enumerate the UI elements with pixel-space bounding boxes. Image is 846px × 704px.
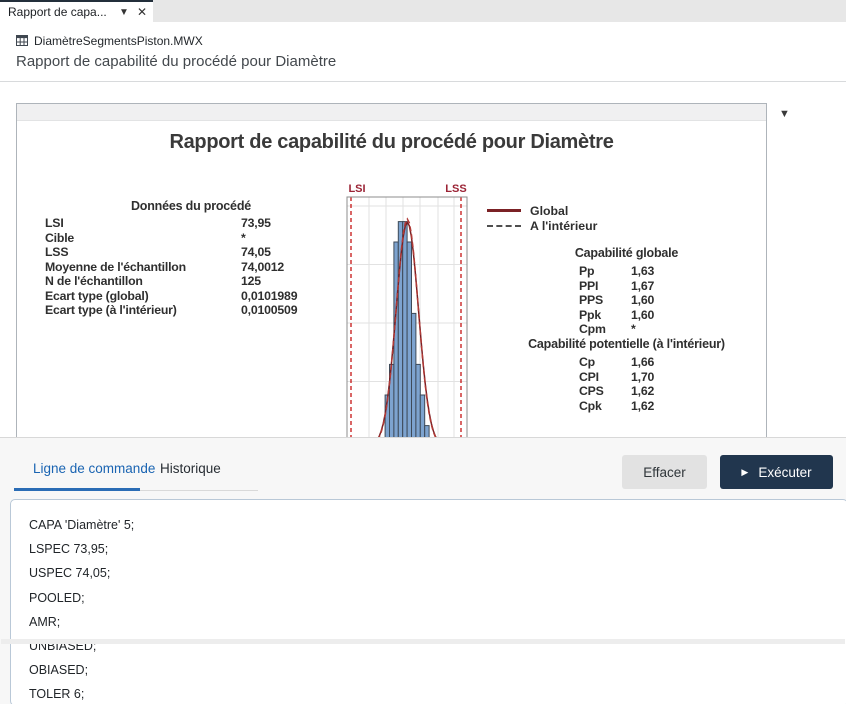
- command-line: OBIASED;: [29, 663, 89, 678]
- dashed-line-swatch: [487, 224, 521, 227]
- report-card-header-strip: [17, 104, 766, 121]
- stat-row: PPS 1,60: [579, 293, 655, 307]
- within-capability-header: Capabilité potentielle (à l'intérieur): [528, 337, 725, 351]
- legend-item-global: Global: [487, 203, 597, 218]
- process-data-table: Données du procédé LSI 73,95 Cible * LSS 74…: [45, 199, 337, 318]
- histogram-bar: [419, 394, 426, 437]
- worksheet-grid-icon: [16, 35, 28, 46]
- overall-capability-table: Capabilité globale Pp 1,63 PPI 1,67 PPS 1,6…: [479, 246, 766, 337]
- usl-label: LSS: [445, 183, 466, 195]
- command-input-area[interactable]: CAPA 'Diamètre' 5; LSPEC 73,95; USPEC 74…: [10, 499, 846, 704]
- stat-row: Cible *: [45, 230, 246, 245]
- command-line: UNBIASED;: [29, 639, 97, 654]
- page-title: Rapport de capabilité du procédé pour Di…: [16, 53, 337, 70]
- stat-row: Cpk 1,62: [579, 398, 655, 413]
- plot-border: [346, 196, 468, 437]
- stat-row: CPI 1,70: [579, 369, 655, 384]
- command-line: AMR;: [29, 614, 61, 629]
- divider: [0, 81, 846, 82]
- overall-curve: [377, 220, 437, 437]
- tab-history[interactable]: Historique: [160, 461, 221, 476]
- stat-row: Pp 1,63: [579, 264, 655, 278]
- stat-row: N de l'échantillon 125: [45, 274, 261, 288]
- chart-legend: Global A l'intérieur: [487, 203, 597, 233]
- command-line: USPEC 74,05;: [29, 566, 111, 581]
- within-capability-table: Capabilité potentielle (à l'intérieur) C…: [479, 337, 766, 413]
- worksheet-row: DiamètreSegmentsPiston.MWX: [16, 33, 203, 48]
- histogram-bar: [393, 241, 399, 437]
- active-tab-indicator: [14, 488, 140, 491]
- within-curve: [378, 217, 437, 437]
- chevron-down-icon[interactable]: ▼: [119, 6, 129, 18]
- overall-capability-header: Capabilité globale: [574, 246, 679, 260]
- command-panel: Ligne de commande Historique Effacer ▶ E…: [0, 437, 846, 704]
- histogram-bar: [402, 221, 408, 437]
- capability-histogram: LSI LSS: [346, 183, 468, 437]
- command-line: CAPA 'Diamètre' 5;: [29, 518, 135, 532]
- stat-row: CPS 1,62: [579, 384, 655, 398]
- clear-button[interactable]: Effacer: [622, 455, 707, 489]
- stat-row: LSI 73,95: [45, 216, 271, 230]
- stat-row: LSS 74,05: [45, 245, 271, 259]
- histogram-bar: [424, 425, 430, 437]
- tab-command-line[interactable]: Ligne de commande: [33, 461, 156, 476]
- tab-rapport-capabilite[interactable]: Rapport de capa... ▼ ✕: [0, 0, 153, 22]
- stat-row: Cpm *: [579, 322, 636, 336]
- lsl-label: LSI: [348, 183, 365, 195]
- output-pane-chevron-icon[interactable]: ▼: [779, 108, 790, 120]
- capability-report-card[interactable]: Rapport de capabilité du procédé pour Di…: [16, 103, 767, 437]
- tab-title: Rapport de capa...: [8, 5, 107, 19]
- stat-row: PPI 1,67: [579, 278, 655, 293]
- document-tab-bar: Rapport de capa... ▼ ✕: [0, 0, 846, 22]
- solid-line-swatch: [487, 209, 521, 212]
- stat-row: Ecart type (global) 0,0101989: [45, 288, 298, 303]
- stat-row: Ppk 1,60: [579, 307, 655, 322]
- command-line: TOLER 6;: [29, 687, 85, 702]
- legend-item-within: A l'intérieur: [487, 218, 597, 233]
- histogram-bar: [415, 363, 421, 437]
- stat-row: Ecart type (à l'intérieur) 0,0100509: [45, 303, 298, 317]
- worksheet-name: DiamètreSegmentsPiston.MWX: [34, 33, 203, 48]
- stat-row: Moyenne de l'échantillon 74,0012: [45, 259, 285, 274]
- histogram-bar: [411, 312, 417, 437]
- process-data-header: Données du procédé: [130, 199, 252, 213]
- play-icon: ▶: [741, 466, 749, 477]
- histogram-bar: [406, 241, 412, 437]
- stat-row: Cp 1,66: [579, 355, 655, 369]
- report-title: Rapport de capabilité du procédé pour Di…: [169, 131, 614, 153]
- command-line: LSPEC 73,95;: [29, 542, 109, 557]
- execute-button[interactable]: ▶ Exécuter: [720, 455, 833, 489]
- horizontal-scrollbar[interactable]: [1, 639, 845, 644]
- command-line: POOLED;: [29, 590, 85, 605]
- command-lines: CAPA 'Diamètre' 5; LSPEC 73,95; USPEC 74…: [11, 500, 846, 704]
- close-icon[interactable]: ✕: [136, 5, 147, 19]
